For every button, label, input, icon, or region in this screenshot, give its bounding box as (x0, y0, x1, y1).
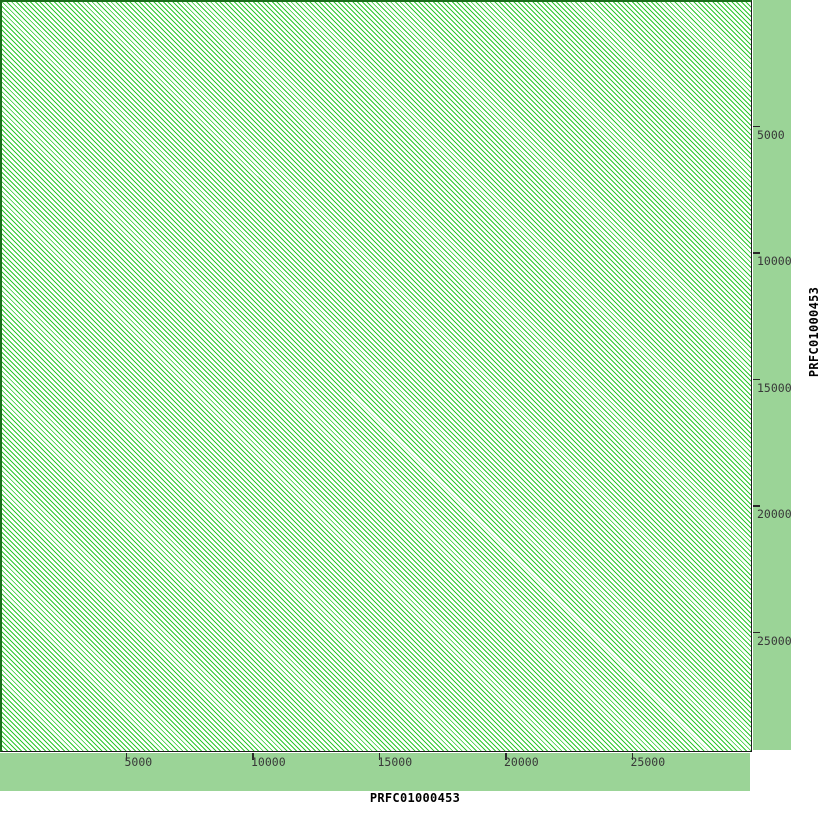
x-axis-band: 5000 10000 15000 20000 25000 (0, 753, 750, 791)
x-axis-title: PRFC01000453 (369, 791, 461, 805)
x-axis-tick-label: 25000 (630, 755, 666, 769)
y-axis-tick-label: 15000 (757, 380, 792, 395)
x-axis-tick (505, 753, 507, 760)
y-axis-band: 5000 10000 15000 20000 25000 (753, 0, 792, 750)
x-axis-tick-label: 10000 (251, 755, 286, 769)
x-axis-tick (631, 753, 634, 760)
x-axis-tick (252, 753, 254, 760)
y-axis-tick (753, 631, 760, 634)
y-axis-title: PRFC01000453 (807, 286, 821, 378)
alignment-seam (369, 376, 512, 519)
y-axis-tick-label: 20000 (757, 507, 792, 521)
y-axis-tick-label: 10000 (757, 254, 792, 268)
y-axis-tick (753, 505, 760, 507)
dotplot-matrix (0, 0, 752, 752)
y-axis-tick-label: 25000 (757, 633, 792, 648)
x-axis-tick-label: 5000 (124, 755, 153, 769)
y-axis-tick-label: 5000 (757, 127, 785, 142)
y-axis-tick (753, 125, 760, 128)
x-axis-tick-label: 20000 (504, 755, 539, 769)
x-axis-tick (378, 753, 381, 760)
y-axis-tick (753, 252, 760, 254)
x-axis-tick-label: 15000 (377, 755, 413, 769)
x-axis-tick (125, 753, 128, 760)
alignment-seam (350, 392, 717, 751)
alignment-seam (392, 353, 751, 718)
y-axis-tick (753, 378, 760, 381)
